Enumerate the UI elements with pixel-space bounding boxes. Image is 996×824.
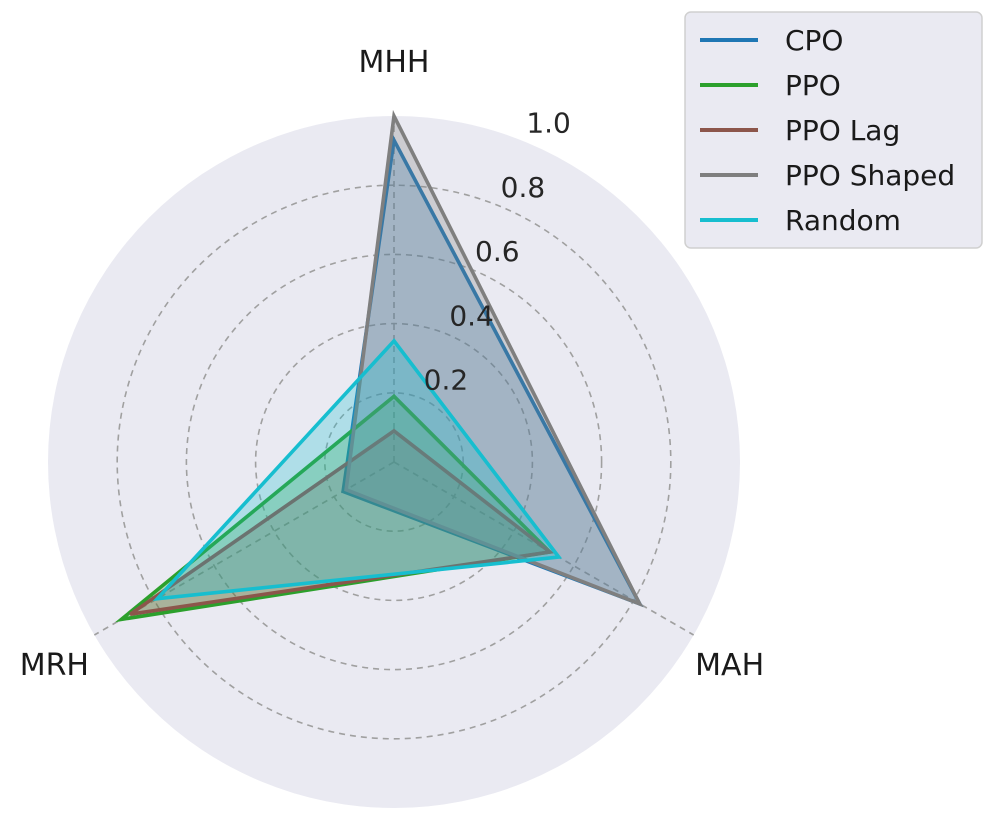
- radial-tick-label: 0.2: [424, 364, 469, 397]
- series-ppo: [115, 393, 554, 623]
- axis-label-mhh: MHH: [358, 45, 429, 80]
- series-fill: [130, 430, 550, 615]
- radial-tick-label: 0.4: [449, 299, 494, 332]
- axis-labels: MHH MAH MRH: [20, 45, 764, 683]
- radial-tick-labels: 0.2 0.4 0.6 0.8 1.0: [424, 107, 571, 397]
- series-ppo-shaped: [344, 109, 644, 608]
- grid-ring: [185, 253, 603, 671]
- series-line: [129, 428, 555, 616]
- grid-ring: [254, 322, 534, 602]
- legend-label: Random: [785, 204, 901, 237]
- legend-item: Random: [700, 204, 901, 237]
- spoke-line: [393, 461, 695, 636]
- radial-tick-label: 0.8: [501, 171, 546, 204]
- legend-label: CPO: [785, 24, 843, 57]
- series-line: [152, 338, 563, 601]
- legend-frame: [684, 11, 983, 249]
- radial-tick-label: 0.6: [475, 235, 520, 268]
- series-group: [115, 109, 644, 623]
- series-fill: [346, 116, 640, 604]
- series-fill: [343, 140, 640, 604]
- series-ppo-lag: [129, 428, 555, 616]
- legend-label: PPO Lag: [785, 114, 900, 147]
- series-line: [344, 109, 644, 608]
- axis-label-mah: MAH: [695, 648, 764, 683]
- legend-item: CPO: [700, 24, 843, 57]
- legend-label: PPO Shaped: [785, 159, 955, 192]
- legend: CPO PPO PPO Lag PPO Shaped Random: [684, 11, 983, 249]
- series-fill: [157, 340, 559, 599]
- radial-tick-label: 1.0: [526, 107, 571, 140]
- axis-label-mrh: MRH: [20, 648, 89, 683]
- legend-item: PPO Lag: [700, 114, 900, 147]
- legend-item: PPO Shaped: [700, 159, 955, 192]
- series-fill: [121, 396, 550, 620]
- series-random: [152, 338, 563, 601]
- legend-item: PPO: [700, 69, 841, 102]
- grid-ring: [323, 391, 464, 532]
- legend-label: PPO: [785, 69, 841, 102]
- series-line: [115, 393, 554, 623]
